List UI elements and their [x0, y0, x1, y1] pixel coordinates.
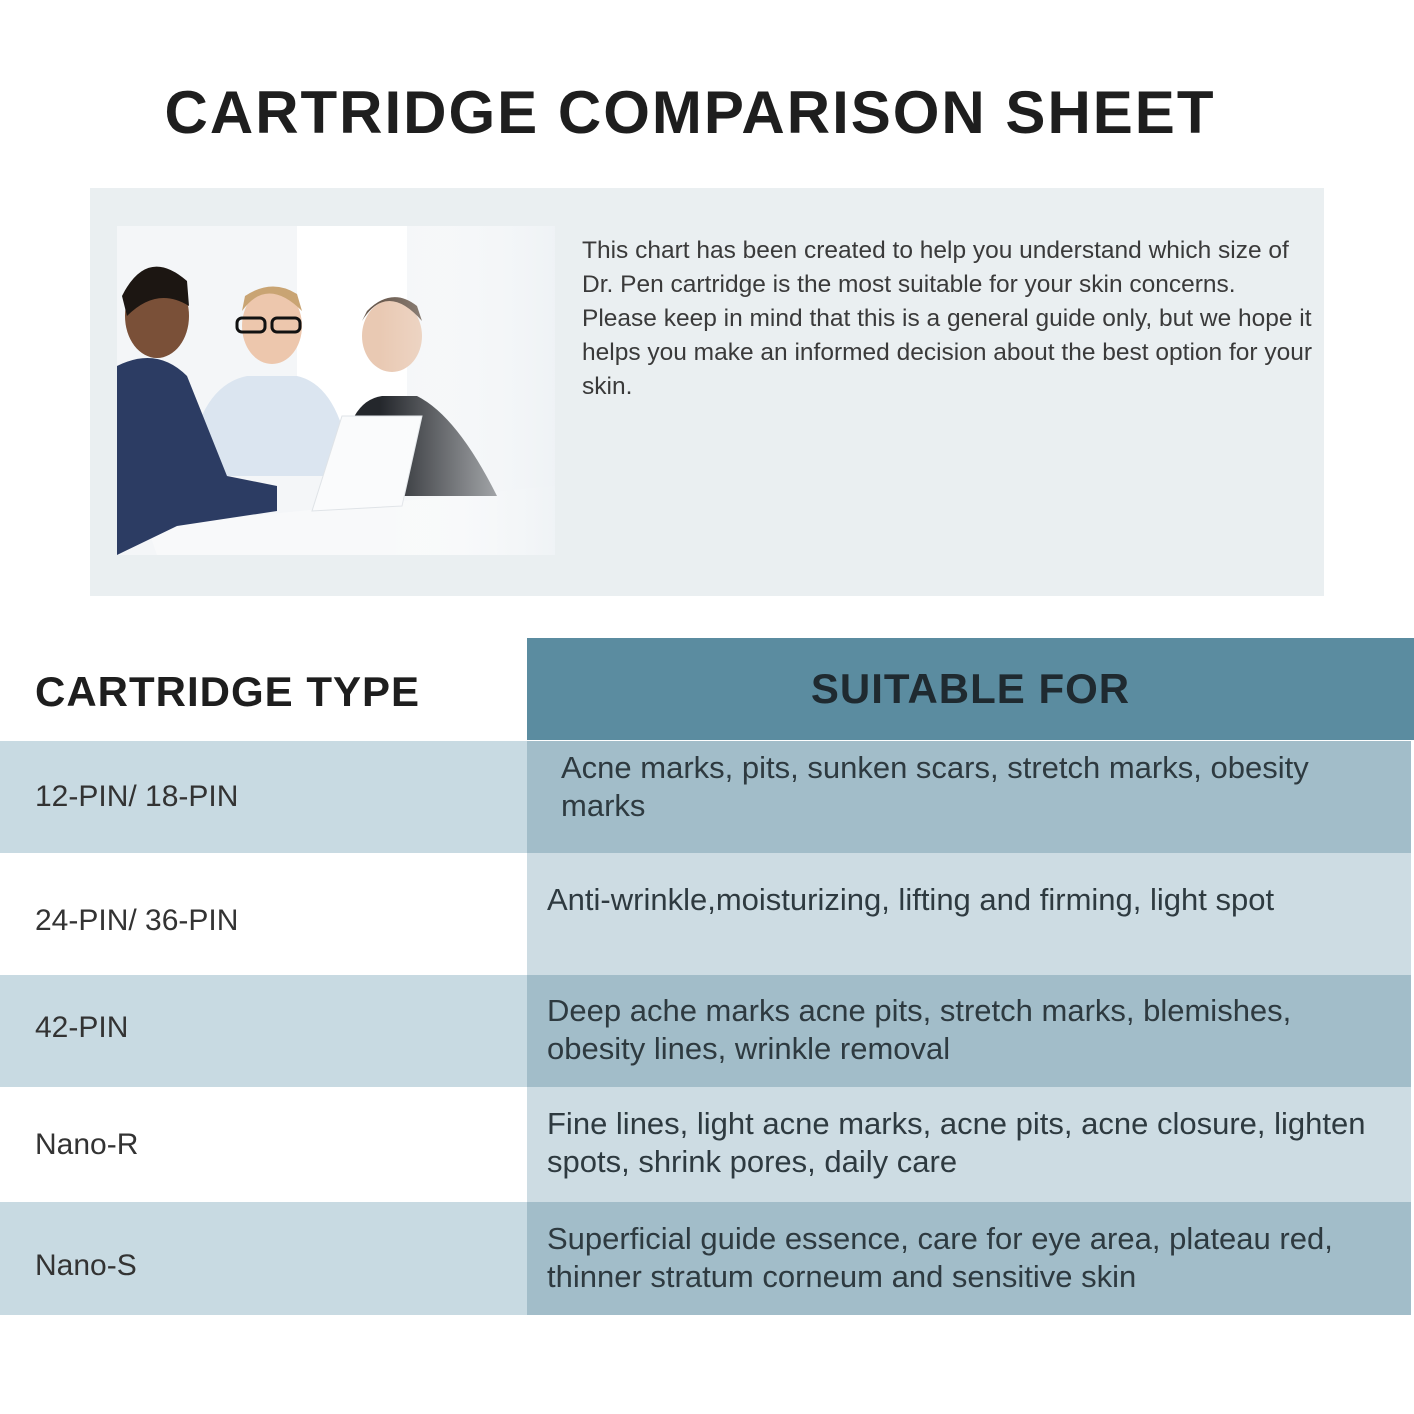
table-row: Nano-R Fine lines, light acne marks, acn…	[0, 1087, 1414, 1202]
page-title: CARTRIDGE COMPARISON SHEET	[164, 79, 1216, 146]
column-header-suitable-for-label: SUITABLE FOR	[810, 665, 1131, 712]
suitable-for-cell: Deep ache marks acne pits, stretch marks…	[527, 975, 1411, 1087]
column-header-suitable-for: SUITABLE FOR	[527, 638, 1414, 740]
meeting-photo	[117, 226, 555, 555]
intro-panel: This chart has been created to help you …	[90, 188, 1324, 596]
table-row: 42-PIN Deep ache marks acne pits, stretc…	[0, 975, 1414, 1087]
table-row: Nano-S Superficial guide essence, care f…	[0, 1202, 1414, 1315]
cartridge-type-cell: 12-PIN/ 18-PIN	[0, 741, 527, 853]
intro-text: This chart has been created to help you …	[582, 237, 1312, 400]
suitable-for-cell: Fine lines, light acne marks, acne pits,…	[527, 1087, 1411, 1202]
cartridge-type-cell: Nano-R	[0, 1087, 527, 1202]
cartridge-type-cell: 42-PIN	[0, 975, 527, 1087]
suitable-for-cell: Anti-wrinkle,moisturizing, lifting and f…	[527, 853, 1411, 975]
table-row: 12-PIN/ 18-PIN Acne marks, pits, sunken …	[0, 741, 1414, 853]
suitable-for-cell: Superficial guide essence, care for eye …	[527, 1202, 1411, 1315]
cartridge-type-cell: Nano-S	[0, 1202, 527, 1315]
cartridge-type-cell: 24-PIN/ 36-PIN	[0, 853, 527, 975]
table-row: 24-PIN/ 36-PIN Anti-wrinkle,moisturizing…	[0, 853, 1414, 975]
column-header-cartridge-type: CARTRIDGE TYPE	[35, 668, 421, 715]
suitable-for-cell: Acne marks, pits, sunken scars, stretch …	[527, 741, 1411, 853]
